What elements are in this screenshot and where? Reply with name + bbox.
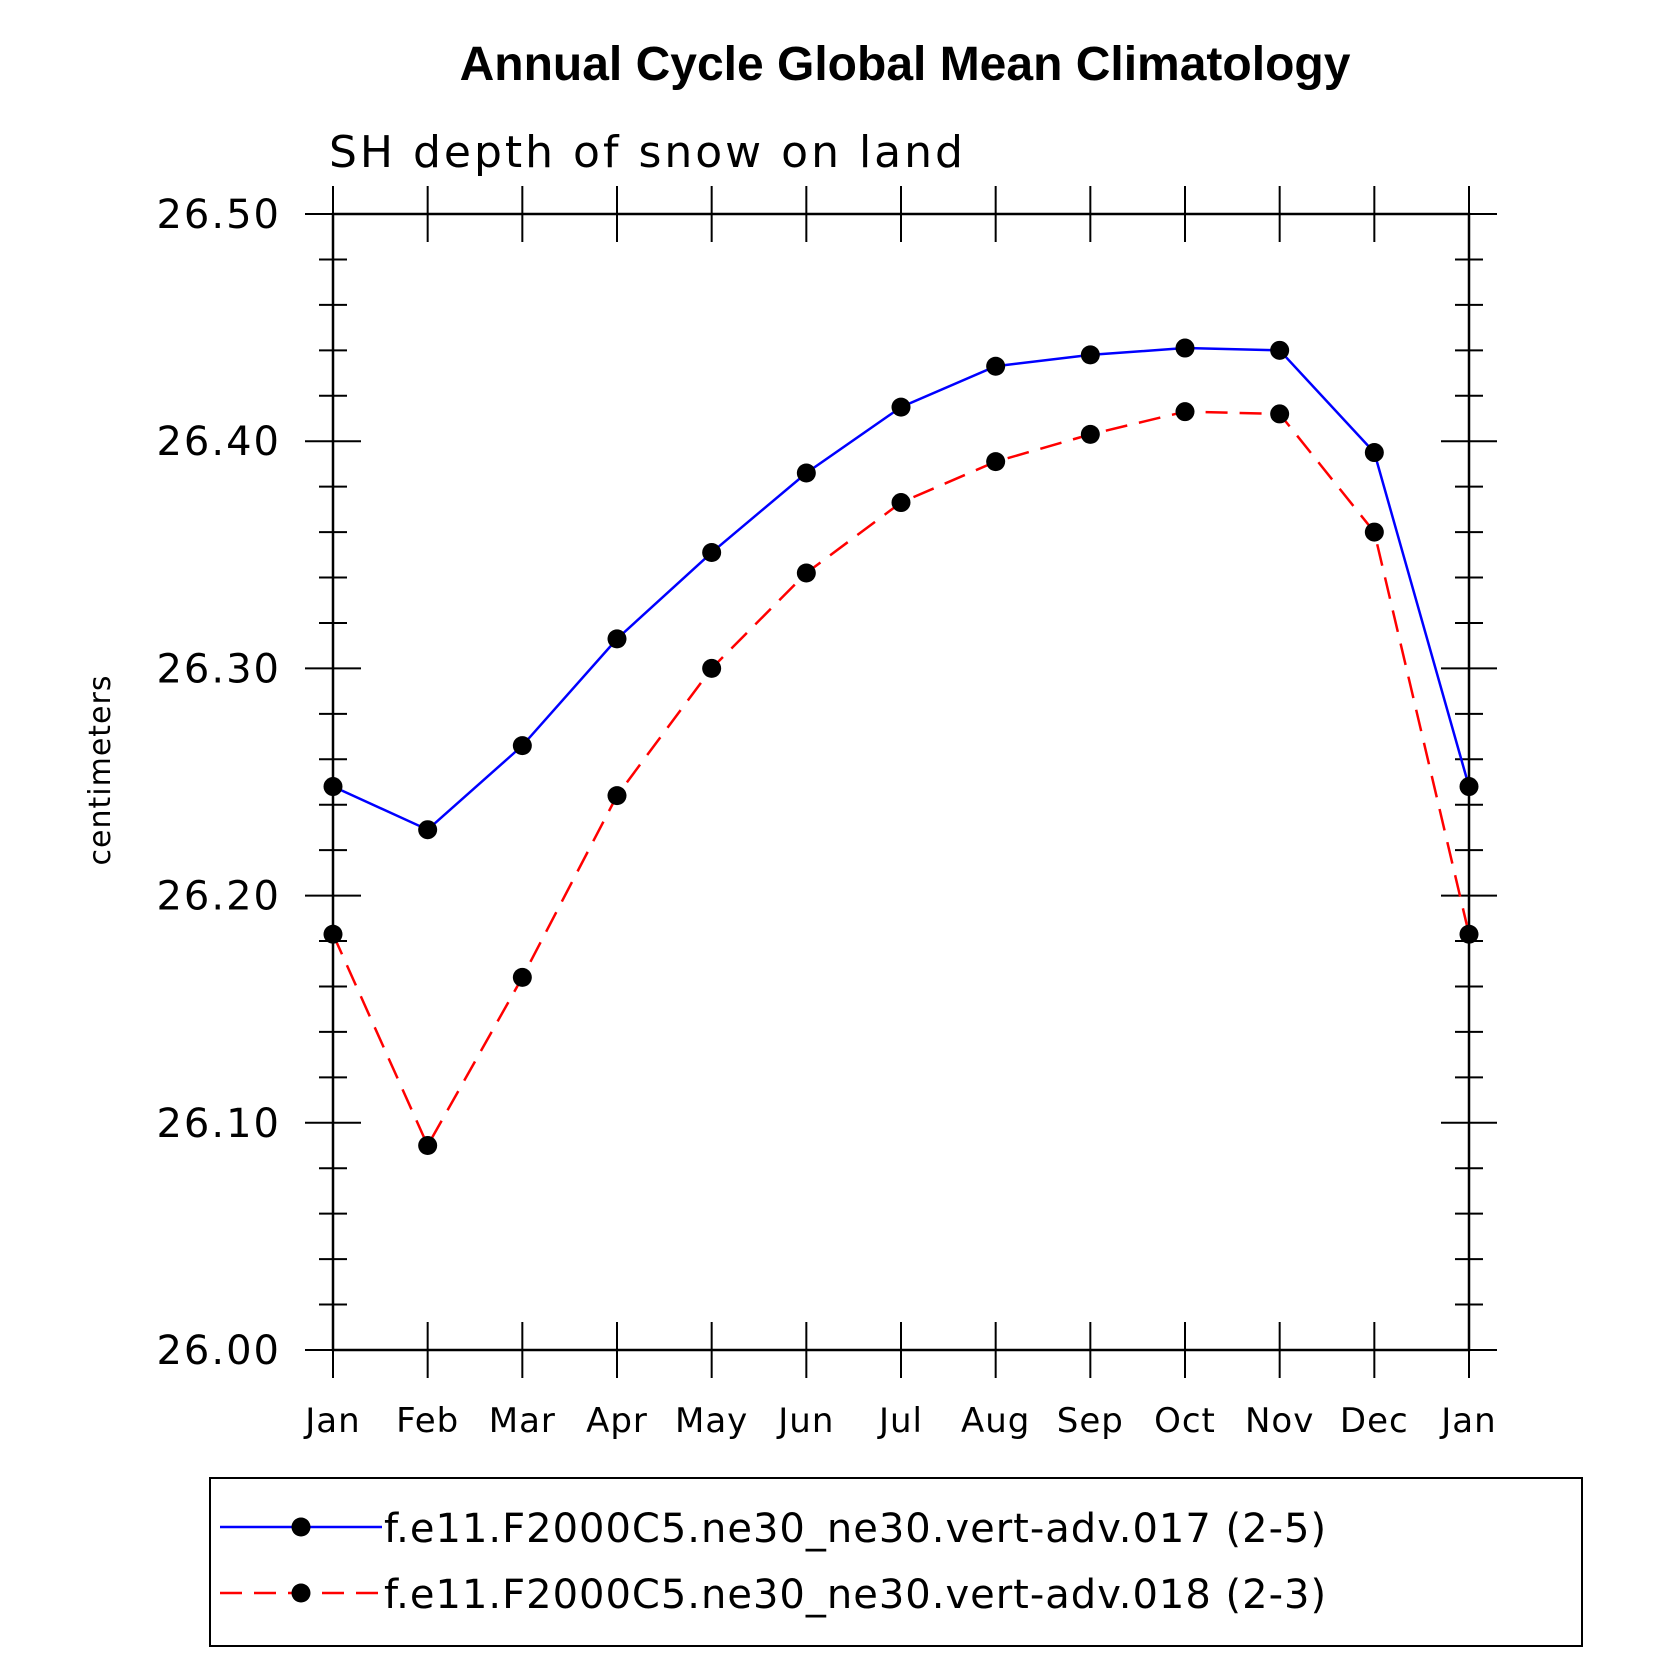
y-tick-label: 26.30 (156, 646, 281, 692)
chart-title: Annual Cycle Global Mean Climatology (460, 38, 1351, 91)
series-1-point (418, 820, 438, 840)
series-2-point (986, 452, 1006, 472)
series-layer (323, 338, 1479, 1156)
x-tick-label: Apr (586, 1401, 648, 1441)
series-2-point (1270, 404, 1290, 424)
y-axis-ticks: 26.00 26.10 26.20 26.30 26.40 26.50 (156, 192, 1497, 1374)
series-1-point (702, 543, 722, 563)
x-axis-ticks: Jan Feb Mar Apr May Jun Jul Aug Sep Oct Nov Dec Jan (303, 186, 1496, 1441)
series-1-point (1270, 340, 1290, 360)
x-tick-label: Feb (396, 1401, 459, 1441)
plot-frame (331, 212, 1471, 1352)
legend-marker-2 (291, 1583, 311, 1603)
legend-label-2: f.e11.F2000C5.ne30_ne30.vert-adv.018 (2-… (384, 1572, 1327, 1618)
series-2-point (512, 967, 532, 987)
legend-marker-1 (291, 1517, 311, 1537)
x-tick-label: Jan (1439, 1401, 1496, 1441)
x-tick-label: Sep (1057, 1401, 1124, 1441)
x-tick-label: Nov (1245, 1401, 1314, 1441)
y-axis-label: centimeters (83, 675, 118, 866)
series-2-point (796, 563, 816, 583)
y-tick-label: 26.40 (156, 419, 281, 465)
x-tick-label: Jul (877, 1401, 923, 1441)
series-2-point (1364, 522, 1384, 542)
x-tick-label: Aug (961, 1401, 1030, 1441)
series-line-2 (331, 410, 1471, 1149)
x-tick-label: Jan (303, 1401, 360, 1441)
series-2-point (1080, 424, 1100, 444)
series-1-point (607, 629, 627, 649)
series-1-point (323, 777, 343, 797)
plot-border (331, 212, 1471, 1352)
series-2-point (323, 924, 343, 944)
x-tick-label: Mar (489, 1401, 556, 1441)
series-1-point (1080, 345, 1100, 365)
y-tick-label: 26.50 (156, 192, 281, 238)
legend-label-1: f.e11.F2000C5.ne30_ne30.vert-adv.017 (2-… (384, 1506, 1327, 1552)
x-tick-label: Dec (1340, 1401, 1409, 1441)
x-tick-label: May (675, 1401, 748, 1441)
series-1-point (796, 463, 816, 483)
series-1-point (1459, 777, 1479, 797)
y-tick-label: 26.10 (156, 1101, 281, 1147)
series-1-point (1364, 443, 1384, 463)
series-2-point (891, 493, 911, 513)
series-2-point (418, 1136, 438, 1156)
series-1-point (986, 356, 1006, 376)
series-1-point (891, 397, 911, 417)
y-tick-label: 26.00 (156, 1328, 281, 1374)
x-tick-label: Oct (1154, 1401, 1216, 1441)
legend-box (209, 1477, 1583, 1647)
y-tick-label: 26.20 (156, 874, 281, 920)
x-tick-label: Jun (776, 1401, 834, 1441)
series-1-point (1175, 338, 1195, 358)
chart-subtitle: SH depth of snow on land (329, 127, 966, 178)
series-2-point (607, 786, 627, 806)
series-1-point (512, 736, 532, 756)
series-line-1 (332, 346, 1471, 832)
series-2-point (702, 658, 722, 678)
series-2-point (1175, 402, 1195, 422)
series-2-point (1459, 924, 1479, 944)
legend: f.e11.F2000C5.ne30_ne30.vert-adv.017 (2-… (209, 1477, 1583, 1647)
